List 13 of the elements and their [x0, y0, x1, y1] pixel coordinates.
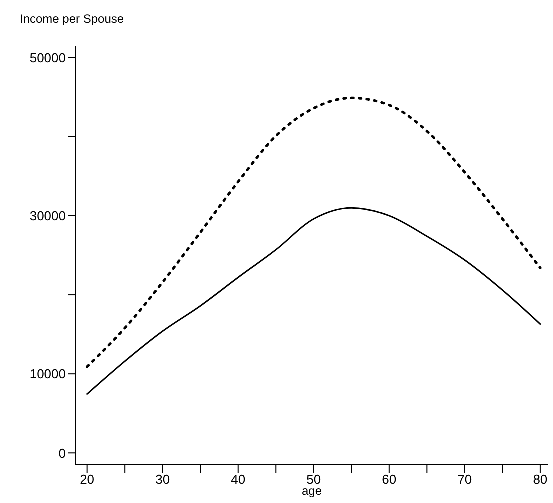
- x-tick-label: 20: [80, 472, 95, 488]
- y-axis-title: Income per Spouse: [20, 12, 124, 26]
- x-tick-label: 30: [156, 472, 170, 488]
- y-tick-label: 50000: [30, 50, 66, 66]
- x-tick-label: 60: [382, 472, 397, 488]
- y-tick-label: 0: [58, 446, 66, 461]
- line-series: [86, 96, 542, 368]
- line-series: [86, 207, 542, 395]
- x-tick-label: 40: [231, 472, 246, 488]
- x-tick-label: 70: [458, 472, 472, 488]
- y-tick-label: 10000: [30, 366, 66, 382]
- y-tick-label: 30000: [30, 208, 66, 224]
- x-tick-label: 80: [533, 472, 548, 488]
